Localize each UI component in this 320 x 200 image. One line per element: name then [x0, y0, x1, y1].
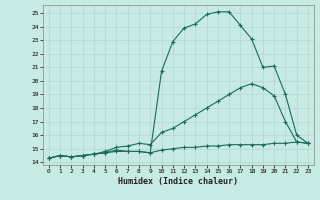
X-axis label: Humidex (Indice chaleur): Humidex (Indice chaleur) [118, 177, 238, 186]
